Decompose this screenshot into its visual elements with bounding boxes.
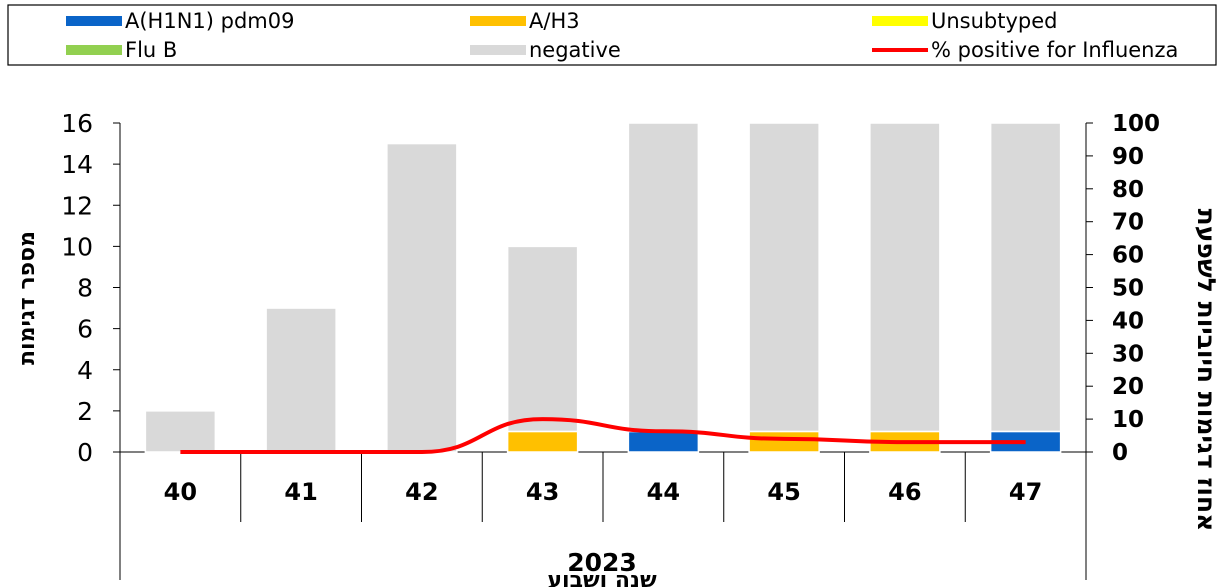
left-tick-label: 12 xyxy=(61,191,93,220)
x-axis-title: שנה ושבוע xyxy=(547,568,657,587)
category-label: 46 xyxy=(888,478,921,506)
category-label: 40 xyxy=(164,478,197,506)
right-tick-label: 80 xyxy=(1112,177,1144,203)
bar-segment xyxy=(748,430,820,453)
axes xyxy=(113,122,1093,580)
right-tick-label: 70 xyxy=(1112,210,1144,236)
legend-label: Unsubtyped xyxy=(931,9,1058,33)
category-label: 41 xyxy=(284,478,317,506)
right-tick-label: 10 xyxy=(1112,407,1144,433)
left-tick-label: 2 xyxy=(77,397,93,426)
right-tick-label: 30 xyxy=(1112,341,1144,367)
legend-label: A/H3 xyxy=(529,9,580,33)
category-label: 42 xyxy=(405,478,438,506)
left-tick-label: 0 xyxy=(77,438,93,467)
right-tick-label: 40 xyxy=(1112,308,1144,334)
bar-segment xyxy=(627,122,700,433)
legend-swatch xyxy=(872,16,928,26)
bar-segment xyxy=(989,122,1062,433)
legend-label: % positive for Influenza xyxy=(931,38,1178,62)
right-tick-label: 60 xyxy=(1112,243,1144,269)
year-label: 2023 xyxy=(567,548,637,577)
percent-line xyxy=(180,417,1026,455)
right-tick-label: 90 xyxy=(1112,144,1144,170)
legend: A(H1N1) pdm09 A/H3 Unsubtyped Flu B negative… xyxy=(66,9,1178,62)
bar-segment xyxy=(748,122,820,433)
left-tick-label: 6 xyxy=(77,315,93,344)
left-tick-label: 10 xyxy=(61,232,93,261)
legend-swatch xyxy=(66,16,122,26)
legend-swatch xyxy=(470,45,526,55)
bars xyxy=(144,122,1062,453)
right-tick-label: 0 xyxy=(1112,440,1128,466)
legend-frame xyxy=(7,4,1217,66)
right-tick-label: 100 xyxy=(1112,111,1160,137)
bar-segment xyxy=(506,430,579,453)
left-axis-title: מספר דגימות xyxy=(15,231,40,365)
legend-swatch xyxy=(66,45,122,55)
right-tick-label: 20 xyxy=(1112,374,1144,400)
category-label: 47 xyxy=(1009,478,1042,506)
bar-segment xyxy=(386,142,458,453)
bar-segment xyxy=(627,430,700,453)
legend-swatch xyxy=(470,16,526,26)
right-tick-label: 50 xyxy=(1112,276,1144,302)
left-tick-label: 16 xyxy=(61,109,93,138)
legend-label: negative xyxy=(529,38,621,62)
bar-segment xyxy=(265,307,337,453)
bar-segment xyxy=(506,245,579,433)
left-tick-label: 14 xyxy=(61,150,93,179)
left-tick-label: 4 xyxy=(77,356,93,385)
legend-label: Flu B xyxy=(125,38,177,62)
bar-segment xyxy=(144,410,217,453)
legend-label: A(H1N1) pdm09 xyxy=(125,9,295,33)
percent-positive-line xyxy=(180,417,1026,455)
category-label: 45 xyxy=(767,478,800,506)
right-axis-title: אחוז דגימות חיוביות לשפעת xyxy=(1192,209,1221,532)
category-label: 44 xyxy=(647,478,680,506)
category-label: 43 xyxy=(526,478,559,506)
left-tick-label: 8 xyxy=(77,274,93,303)
bar-segment xyxy=(869,122,941,433)
